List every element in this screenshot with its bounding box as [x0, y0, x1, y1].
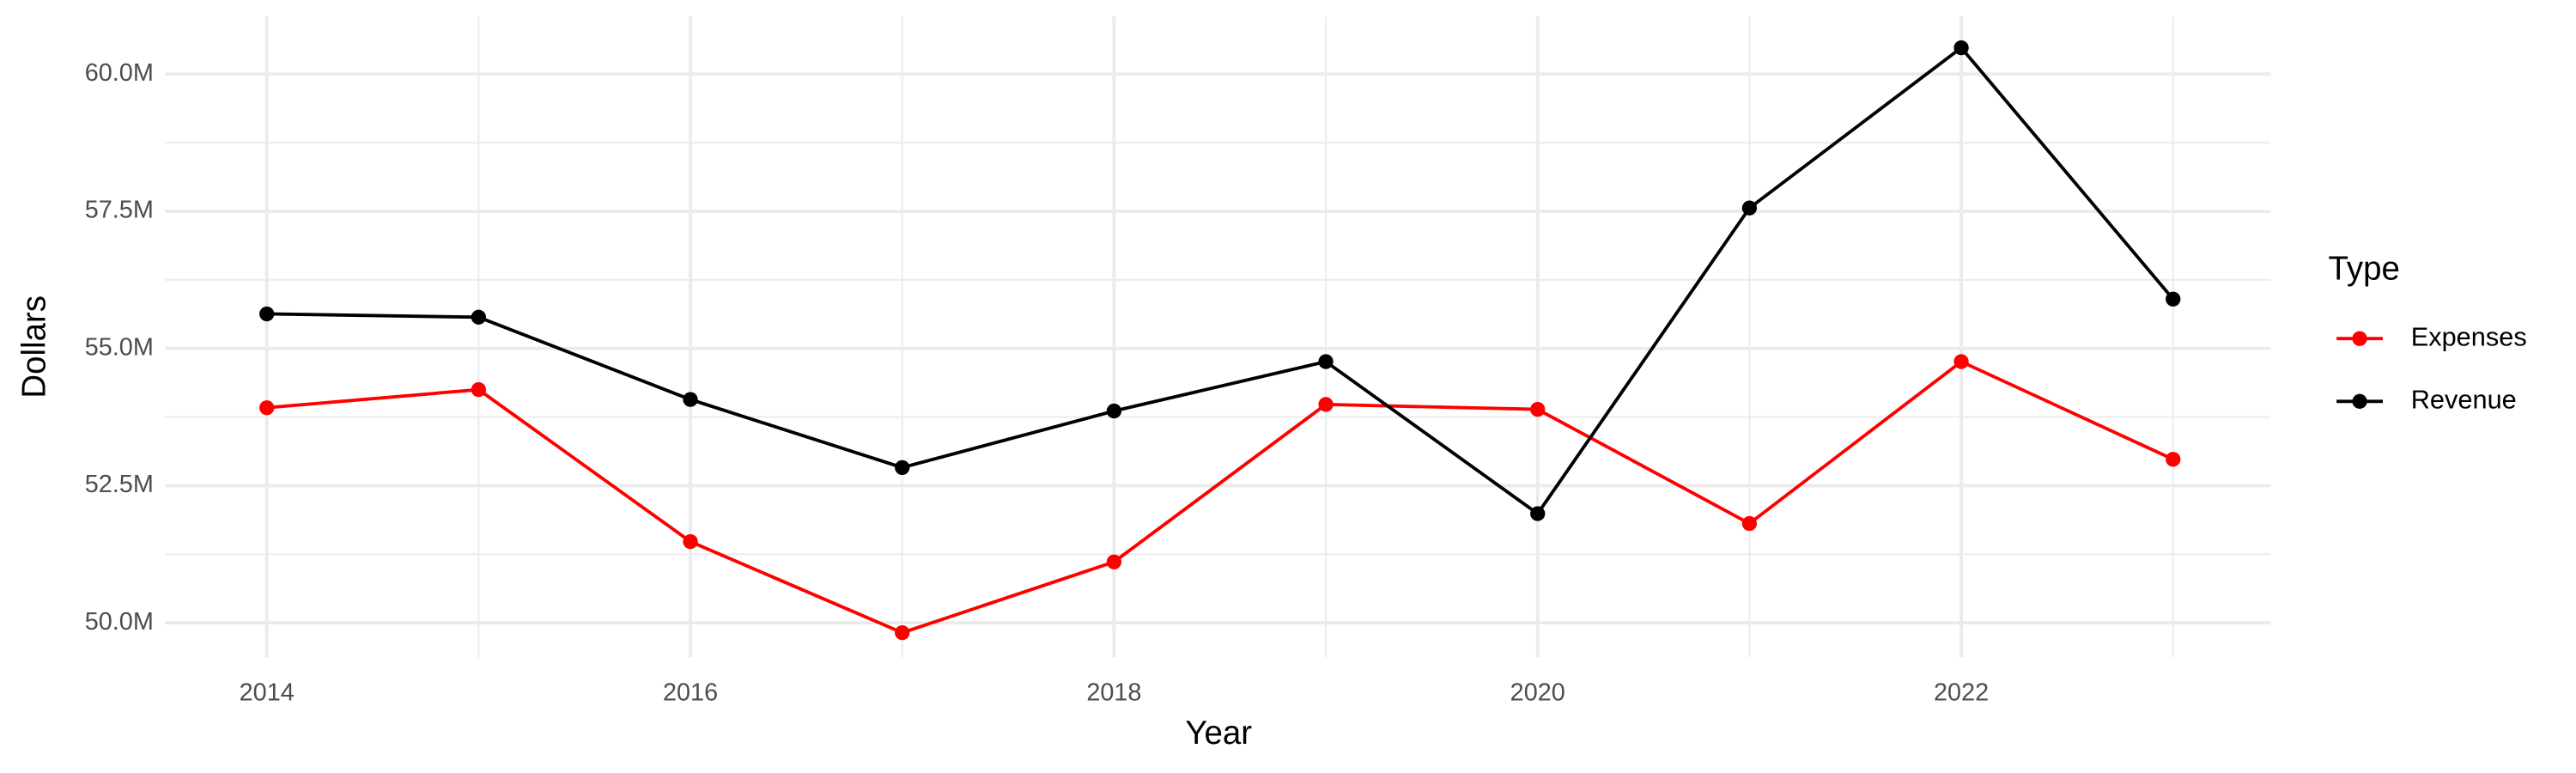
- data-point: [1318, 354, 1334, 369]
- y-tick-label: 55.0M: [85, 333, 154, 361]
- x-tick-label: 2020: [1510, 679, 1565, 706]
- x-tick-label: 2018: [1086, 679, 1141, 706]
- x-tick-label: 2014: [240, 679, 295, 706]
- data-point: [1106, 554, 1122, 569]
- legend-key-point: [2352, 393, 2367, 409]
- plot-marks: [259, 40, 2181, 641]
- data-point: [471, 309, 487, 325]
- data-point: [1953, 40, 1969, 56]
- y-tick-label: 60.0M: [85, 59, 154, 87]
- data-point: [1530, 401, 1546, 417]
- y-axis-title: Dollars: [15, 295, 52, 399]
- series-line: [266, 359, 2174, 635]
- data-point: [683, 392, 698, 407]
- data-point: [259, 400, 275, 416]
- series-line: [266, 46, 2175, 516]
- y-tick-label: 50.0M: [85, 608, 154, 636]
- x-tick-label: 2022: [1934, 679, 1989, 706]
- x-axis-title: Year: [1185, 715, 1252, 752]
- data-point: [2166, 452, 2181, 467]
- data-point: [1318, 397, 1334, 412]
- legend-label: Expenses: [2411, 321, 2527, 351]
- data-point: [683, 533, 698, 550]
- data-point: [1953, 354, 1969, 369]
- data-point: [1741, 200, 1758, 216]
- data-point: [2166, 291, 2181, 307]
- data-point: [259, 306, 275, 322]
- legend-key-point: [2352, 331, 2367, 346]
- y-tick-label: 52.5M: [85, 471, 154, 498]
- data-point: [895, 460, 910, 476]
- data-point: [1106, 403, 1122, 419]
- data-point: [471, 381, 487, 398]
- data-point: [1530, 506, 1546, 521]
- legend-label: Revenue: [2411, 384, 2517, 414]
- legend-title: Type: [2329, 251, 2400, 288]
- grid: [165, 16, 2271, 658]
- data-point: [1741, 515, 1758, 532]
- data-point: [895, 624, 910, 641]
- x-tick-label: 2016: [663, 679, 718, 706]
- y-tick-label: 57.5M: [85, 197, 154, 224]
